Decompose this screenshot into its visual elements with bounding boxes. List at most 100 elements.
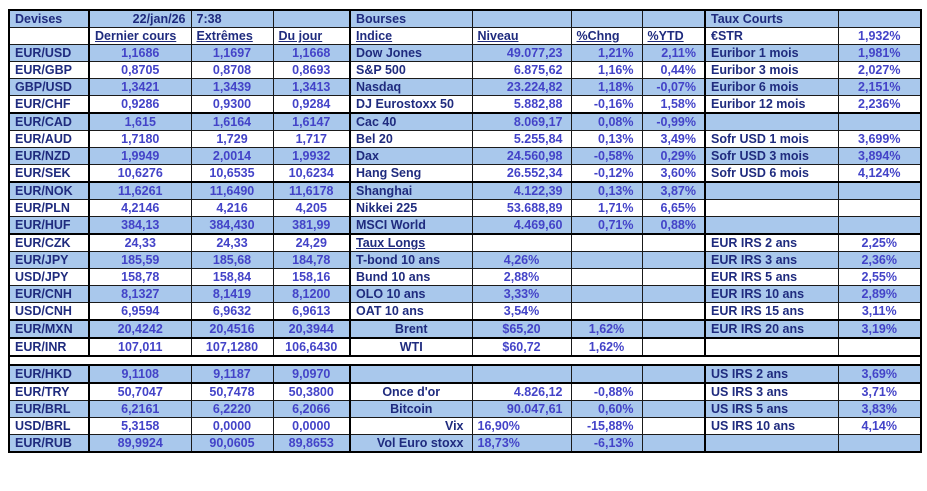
value-cell: 0,13% — [570, 130, 643, 148]
value-cell: 384,430 — [190, 216, 274, 235]
value-cell: 3,87% — [641, 181, 706, 200]
market-grid-body: Devises 22/jan/26 7:38 Bourses Taux Courts De… — [8, 9, 922, 453]
value-cell: 1,9949 — [88, 147, 192, 165]
empty-cell — [641, 285, 706, 303]
empty-cell — [837, 434, 922, 453]
value-cell: 106,6430 — [272, 337, 351, 357]
value-cell: 24,29 — [272, 233, 351, 252]
value-cell: 1,1697 — [190, 44, 274, 62]
row-eur-gbp: EUR/GBP 0,8705 0,8708 0,8693 S&P 500 6.875,62… — [8, 61, 922, 79]
row-eur-brl: EUR/BRL 6,2161 6,2220 6,2066 Bitcoin 90.047,6… — [8, 400, 922, 418]
value-cell: 2,88% — [471, 268, 572, 286]
value-cell: 0,88% — [641, 216, 706, 235]
empty-cell — [570, 364, 643, 384]
empty-cell — [837, 9, 922, 28]
row-eur-czk: EUR/CZK 24,33 24,33 24,29 Taux Longs EUR IRS … — [8, 233, 922, 252]
value-cell: 4,124% — [837, 164, 922, 183]
value-cell: 1,18% — [570, 78, 643, 96]
row-label: Sofr USD 6 mois — [704, 164, 839, 183]
value-cell: 1,6164 — [190, 112, 274, 131]
value-cell: 10,6234 — [272, 164, 351, 183]
section-title: Bourses — [349, 9, 473, 28]
value-cell: 1,3413 — [272, 78, 351, 96]
value-cell: 4,14% — [837, 417, 922, 435]
empty-cell — [272, 9, 351, 28]
row-label: DJ Eurostoxx 50 — [349, 95, 473, 114]
row-eur-mxn: EUR/MXN 20,4242 20,4516 20,3944 Brent $65,20 1… — [8, 319, 922, 339]
row-label: Nasdaq — [349, 78, 473, 96]
value-cell: 6,9613 — [272, 302, 351, 321]
row-eur-aud: EUR/AUD 1,7180 1,729 1,717 Bel 20 5.255,84 0,1… — [8, 130, 922, 148]
column-header: Extrêmes — [190, 27, 274, 45]
row-label: Euribor 1 mois — [704, 44, 839, 62]
value-cell: 4,216 — [190, 199, 274, 217]
value-cell: -0,07% — [641, 78, 706, 96]
value-cell: 10,6535 — [190, 164, 274, 183]
row-eur-chf: EUR/CHF 0,9286 0,9300 0,9284 DJ Eurostoxx 50… — [8, 95, 922, 114]
market-grid: Devises 22/jan/26 7:38 Bourses Taux Courts De… — [8, 9, 922, 453]
value-cell: 50,7047 — [88, 382, 192, 401]
empty-cell — [641, 337, 706, 357]
value-cell: 2,36% — [837, 251, 922, 269]
row-label: Sofr USD 3 mois — [704, 147, 839, 165]
value-cell: 8,1200 — [272, 285, 351, 303]
row-label: EUR/PLN — [8, 199, 90, 217]
spacer-cell — [8, 355, 922, 366]
empty-cell — [570, 302, 643, 321]
value-cell: 1,58% — [641, 95, 706, 114]
value-cell: 0,60% — [570, 400, 643, 418]
value-cell: 6,9594 — [88, 302, 192, 321]
value-cell: 3,699% — [837, 130, 922, 148]
row-eur-try: EUR/TRY 50,7047 50,7478 50,3800 Once d'or 4.8… — [8, 382, 922, 401]
row-label: Vol Euro stoxx — [349, 434, 473, 453]
value-cell: 1,62% — [570, 337, 643, 357]
value-cell: -0,88% — [570, 382, 643, 401]
value-cell: 8.069,17 — [471, 112, 572, 131]
value-cell: 184,78 — [272, 251, 351, 269]
value-cell: 5,3158 — [88, 417, 192, 435]
value-cell: -15,88% — [570, 417, 643, 435]
value-cell: 9,0970 — [272, 364, 351, 384]
row-eur-nzd: EUR/NZD 1,9949 2,0014 1,9932 Dax 24.560,98 -0,… — [8, 147, 922, 165]
value-cell: -0,58% — [570, 147, 643, 165]
value-cell: 6,2161 — [88, 400, 192, 418]
value-cell: 3,33% — [471, 285, 572, 303]
empty-cell — [641, 9, 706, 28]
value-cell: 11,6178 — [272, 181, 351, 200]
value-cell: 1,729 — [190, 130, 274, 148]
row-label: EUR/JPY — [8, 251, 90, 269]
value-cell: 4,2146 — [88, 199, 192, 217]
value-cell: 9,1108 — [88, 364, 192, 384]
value-cell: 90.047,61 — [471, 400, 572, 418]
value-cell: 1,615 — [88, 112, 192, 131]
row-gbp-usd: GBP/USD 1,3421 1,3439 1,3413 Nasdaq 23.224,82… — [8, 78, 922, 96]
empty-cell — [837, 199, 922, 217]
value-cell: 0,8705 — [88, 61, 192, 79]
value-cell: 0,0000 — [190, 417, 274, 435]
row-eur-sek: EUR/SEK 10,6276 10,6535 10,6234 Hang Seng 26.… — [8, 164, 922, 183]
row-label: Shanghai — [349, 181, 473, 200]
row-label: Euribor 6 mois — [704, 78, 839, 96]
value-cell: 24,33 — [88, 233, 192, 252]
value-cell: $60,72 — [471, 337, 572, 357]
value-cell: 107,1280 — [190, 337, 274, 357]
value-cell: 0,44% — [641, 61, 706, 79]
value-cell: 2,55% — [837, 268, 922, 286]
value-cell: 2,236% — [837, 95, 922, 114]
row-usd-brl: USD/BRL 5,3158 0,0000 0,0000 Vix 16,90% -15,88… — [8, 417, 922, 435]
empty-cell — [641, 434, 706, 453]
value-cell: 26.552,34 — [471, 164, 572, 183]
row-eur-cad: EUR/CAD 1,615 1,6164 1,6147 Cac 40 8.069,17 0,… — [8, 112, 922, 131]
title-row: Devises 22/jan/26 7:38 Bourses Taux Courts — [8, 9, 922, 28]
value-cell: 2,25% — [837, 233, 922, 252]
row-eur-pln: EUR/PLN 4,2146 4,216 4,205 Nikkei 225 53.688,… — [8, 199, 922, 217]
value-cell: 1,16% — [570, 61, 643, 79]
value-cell: 89,9924 — [88, 434, 192, 453]
value-cell: 1,71% — [570, 199, 643, 217]
value-cell: 8,1419 — [190, 285, 274, 303]
row-label: OAT 10 ans — [349, 302, 473, 321]
value-cell: 2,89% — [837, 285, 922, 303]
value-cell: 1,1668 — [272, 44, 351, 62]
value-cell: 2,11% — [641, 44, 706, 62]
